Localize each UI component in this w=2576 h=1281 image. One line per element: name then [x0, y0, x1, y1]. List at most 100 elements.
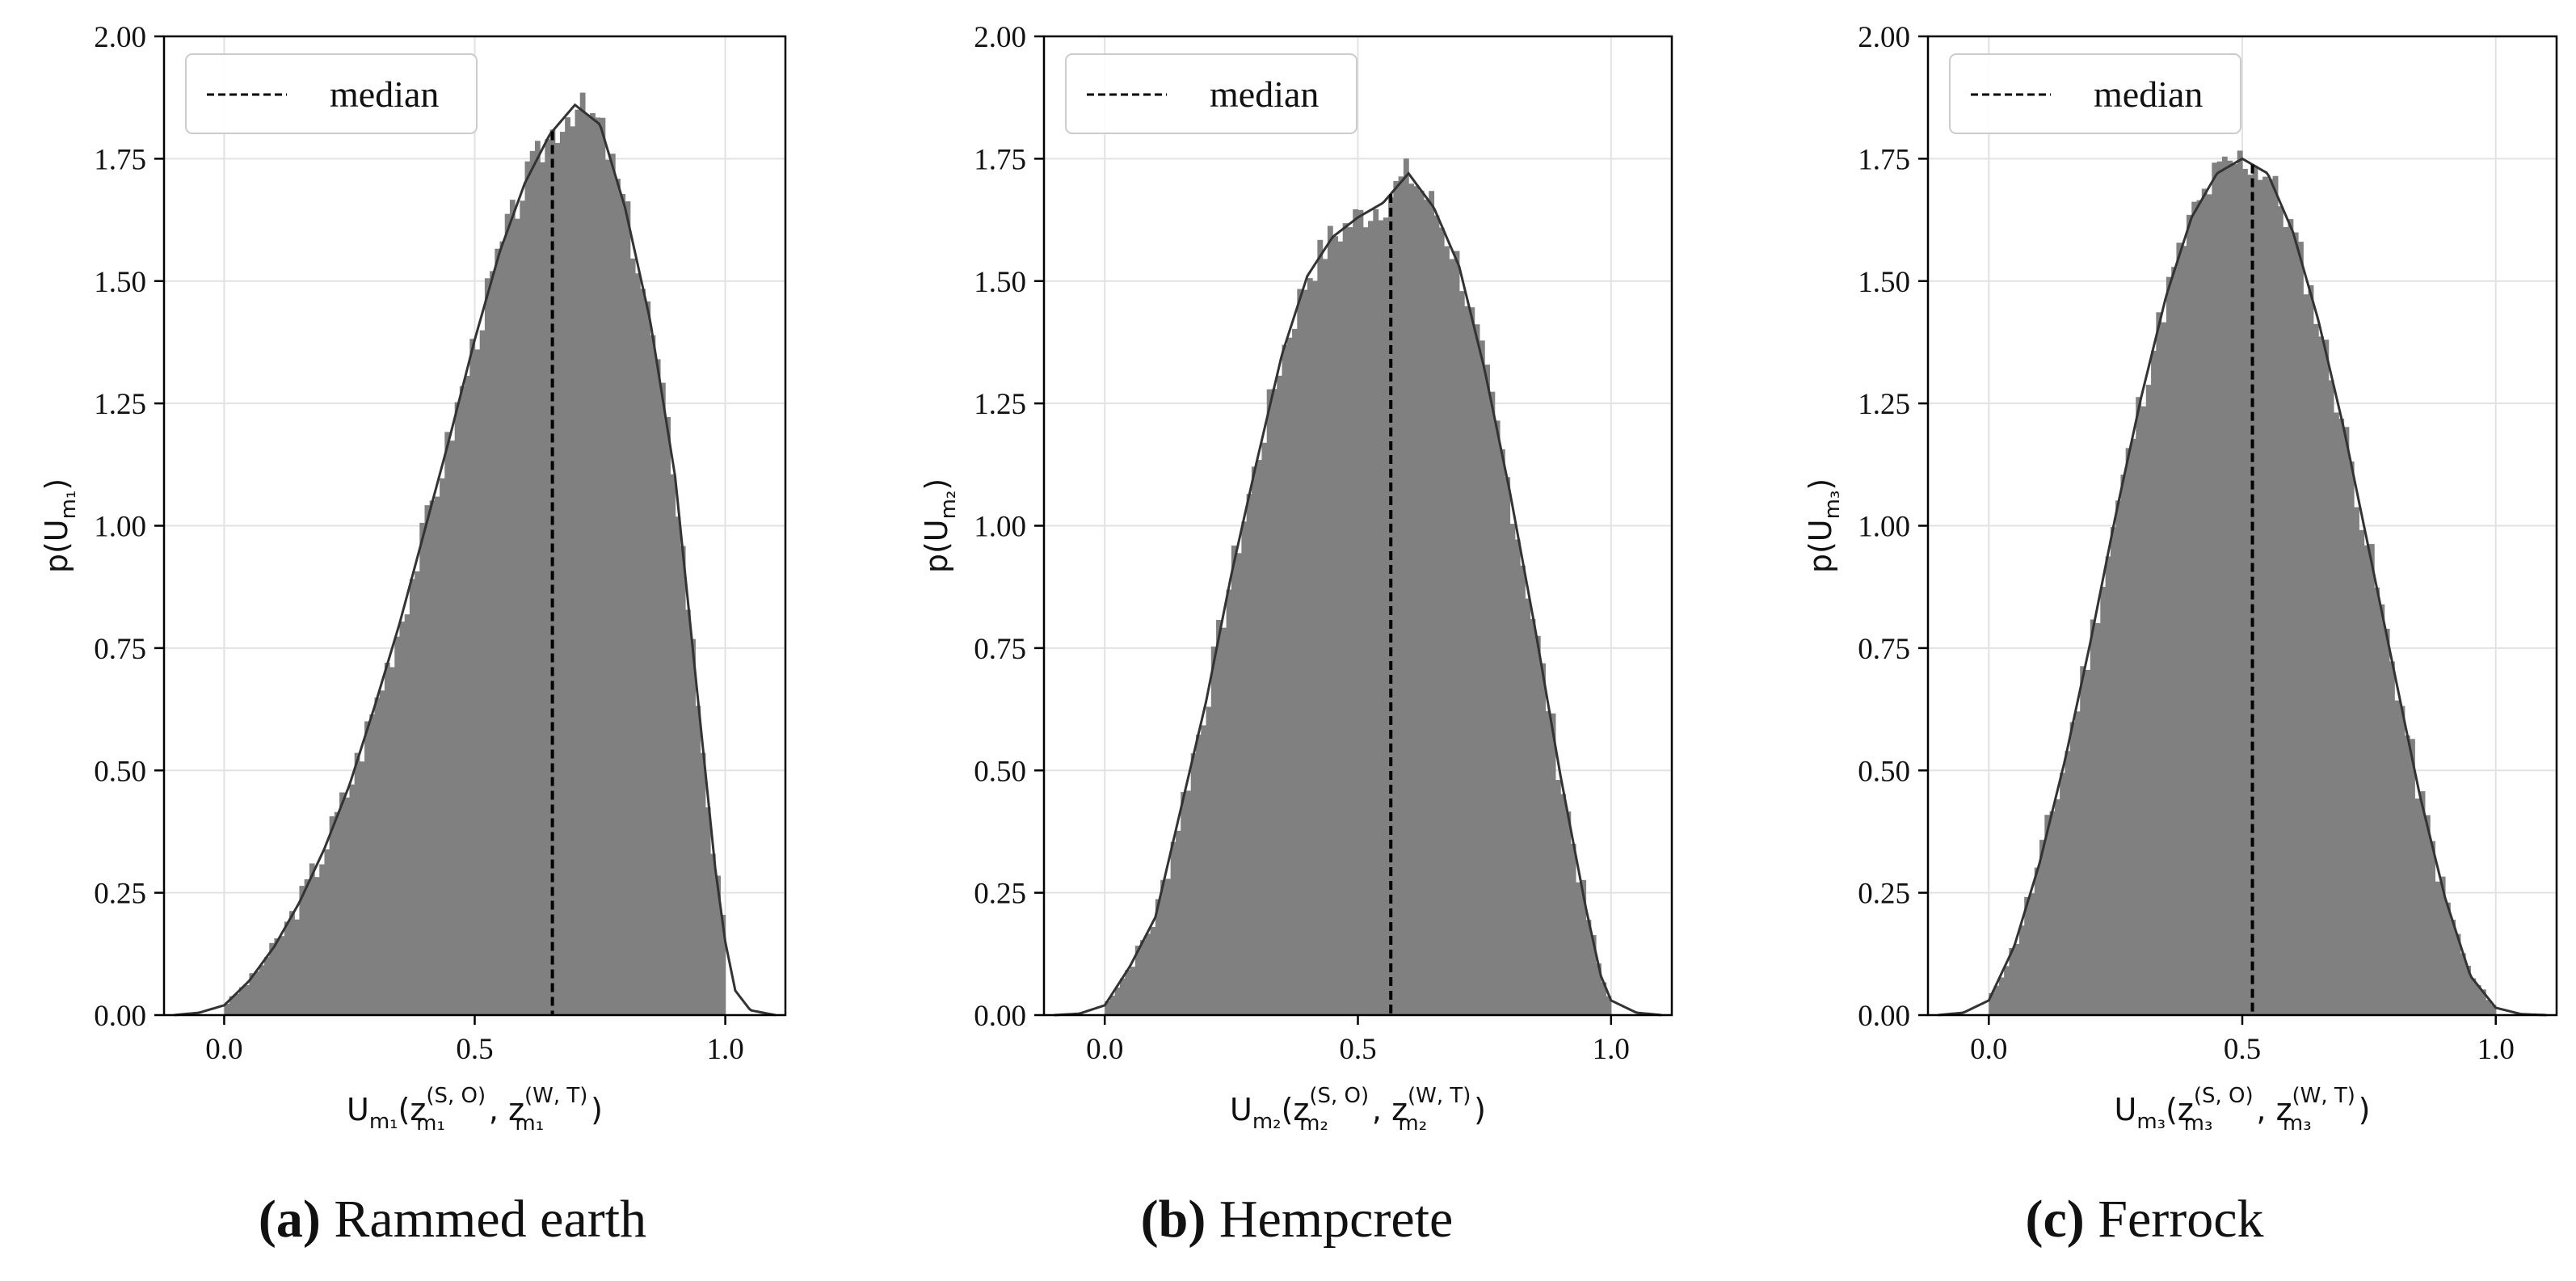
histogram-bar [2095, 622, 2101, 1015]
histogram-bar [274, 938, 280, 1015]
histogram-bar [2039, 840, 2045, 1015]
histogram-bar [2136, 397, 2142, 1015]
histogram-bar [2156, 312, 2162, 1015]
histogram-bar [2009, 948, 2015, 1015]
x-label-subscript: m₃ [2136, 1110, 2166, 1134]
histogram-bar [1398, 176, 1404, 1016]
histogram-bar [629, 258, 636, 1016]
histogram-bar [620, 193, 626, 1015]
histogram-bar [690, 638, 696, 1015]
histogram-bar [1433, 215, 1440, 1015]
histogram-bar [2100, 587, 2107, 1015]
histogram-bar [2486, 1000, 2492, 1015]
histogram-bar [2272, 175, 2279, 1016]
x-tick-label: 0.0 [1970, 1033, 2007, 1066]
chart-panel-1: 0.00 0.25 0.50 0.75 1.00 1.25 1.50 1.75 2.00 0.0 0… [39, 21, 787, 1249]
histogram-bar [2414, 798, 2421, 1015]
histogram-bar [239, 987, 245, 1015]
x-label-main: U [1230, 1092, 1252, 1127]
histogram-bar [334, 811, 340, 1015]
caption-text: Rammed earth [334, 1190, 646, 1249]
histogram-bar [1509, 524, 1516, 1015]
histogram-bar [1160, 879, 1166, 1015]
histogram-bar [504, 213, 511, 1015]
histogram-bar [429, 500, 436, 1015]
histogram-bar [294, 919, 301, 1015]
histogram-bar [364, 721, 370, 1015]
histogram-bar [2394, 700, 2401, 1015]
histogram-bar [2191, 201, 2198, 1015]
histogram-bar [1378, 220, 1384, 1015]
x-label-sup-1: (S, O) [1309, 1084, 1369, 1108]
histogram-bar [1266, 389, 1273, 1016]
histogram-bar [479, 330, 486, 1015]
histogram-bar [2292, 232, 2299, 1016]
histogram-bar [579, 92, 586, 1015]
histogram-bar [1581, 879, 1587, 1015]
kde-curve [1938, 157, 2547, 1017]
x-label-arg: (z [1282, 1092, 1310, 1127]
histogram-bar [1413, 186, 1420, 1015]
histogram-bar [2090, 619, 2096, 1015]
histogram-bar [2359, 529, 2365, 1015]
histogram-bar [2125, 448, 2132, 1015]
histogram-bar [659, 382, 666, 1015]
histogram-bar [474, 349, 481, 1015]
histogram-bar [2460, 953, 2466, 1015]
x-label-sup-1: (S, O) [2194, 1084, 2254, 1108]
histogram-bar [2252, 166, 2258, 1016]
kde-curve [1054, 171, 1662, 1017]
histogram-bar [440, 478, 445, 1015]
histogram-bar [2034, 867, 2040, 1015]
histogram-bar [2404, 735, 2410, 1015]
y-label-close: ) [919, 478, 954, 491]
histogram-bar [249, 973, 255, 1015]
y-tick-label: 0.50 [94, 755, 146, 788]
histogram-bar [304, 879, 310, 1015]
histogram-bar [1423, 200, 1429, 1015]
histogram-bar [1998, 977, 2005, 1015]
histogram-bar [1125, 970, 1131, 1015]
histogram-bar [1555, 780, 1561, 1015]
histogram-bar [684, 609, 691, 1015]
histogram-bar [2069, 722, 2076, 1015]
y-axis-label: p(Um₂) [919, 478, 961, 573]
histogram-bar [224, 1003, 230, 1015]
histogram-bar [1312, 280, 1318, 1015]
histogram-bar [565, 117, 570, 1015]
legend-box [1949, 53, 2241, 134]
histogram-bar [2288, 219, 2294, 1015]
histogram-bar [520, 200, 526, 1015]
histogram-bar [1550, 713, 1556, 1015]
x-tick-label: 0.5 [2224, 1033, 2261, 1066]
legend-box [185, 53, 478, 134]
y-tick-label: 1.75 [974, 143, 1026, 176]
histogram-bar [484, 278, 490, 1015]
x-label-sub-2: m₂ [1398, 1111, 1427, 1136]
histogram-bar [329, 816, 335, 1015]
histogram-bar [499, 241, 506, 1016]
histogram-bar [2313, 323, 2319, 1015]
histogram-bar [509, 200, 516, 1016]
histogram-bar [2044, 815, 2051, 1015]
x-axis-label: Um₂(z(S, O) m₂, z(W, T) m₂) [1230, 1084, 1486, 1136]
x-label-sub-1: m₂ [1299, 1111, 1328, 1136]
x-label-sup-2: (W, T) [2292, 1084, 2355, 1108]
histogram-bar [2363, 545, 2370, 1015]
histogram-bar [1570, 843, 1576, 1015]
histogram-bar [2419, 791, 2426, 1015]
histogram-bar [1190, 753, 1197, 1015]
legend-label: median [330, 74, 439, 115]
x-tick-label: 0.5 [1339, 1033, 1376, 1066]
histogram-bar [2368, 544, 2375, 1015]
histogram-bar [1585, 920, 1592, 1015]
histogram-bar [2065, 751, 2071, 1015]
x-label-subscript: m₂ [1252, 1110, 1282, 1134]
histogram-bar [1150, 926, 1156, 1015]
histogram-bar [1520, 565, 1526, 1015]
legend-label: median [2094, 74, 2203, 115]
histogram-bar [1282, 344, 1288, 1015]
histogram-bar [1560, 794, 1567, 1015]
histogram-bar [2054, 799, 2060, 1015]
